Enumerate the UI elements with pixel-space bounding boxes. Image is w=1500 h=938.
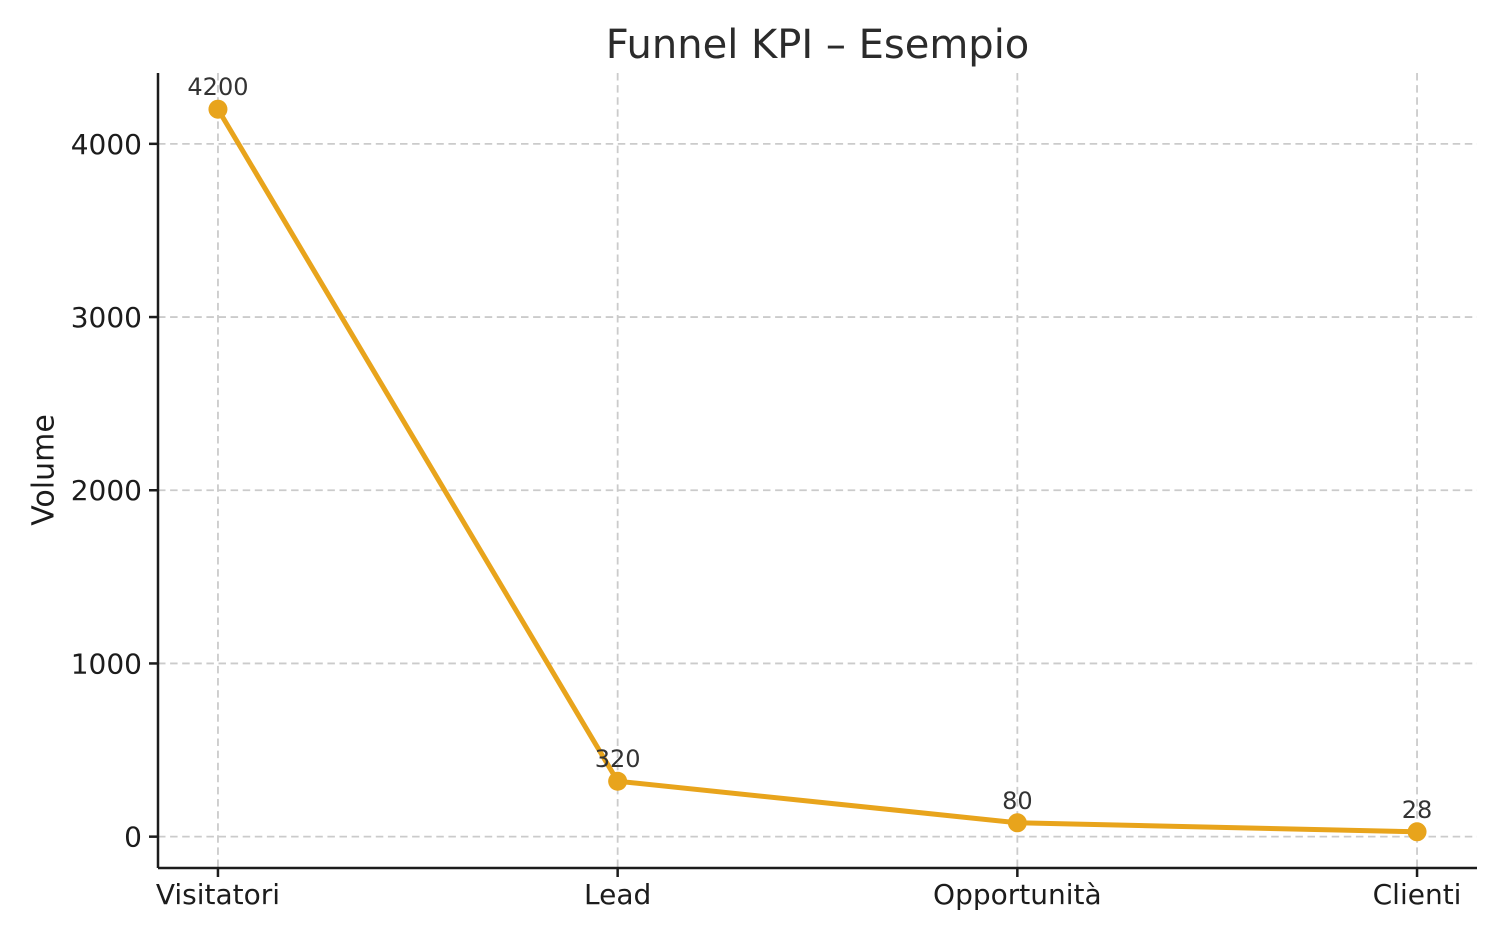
- data-point-marker: [208, 99, 228, 119]
- series-line: [215, 106, 1420, 835]
- y-tick-label: 3000: [71, 301, 142, 334]
- x-tick-label: Lead: [584, 878, 651, 911]
- data-point-marker: [1007, 813, 1027, 833]
- x-tick-label: Clienti: [1373, 878, 1462, 911]
- y-tick-label: 4000: [71, 128, 142, 161]
- y-tick-label: 0: [124, 821, 142, 854]
- y-tick-label: 2000: [71, 474, 142, 507]
- chart-title: Funnel KPI – Esempio: [605, 22, 1030, 68]
- data-point-label: 4200: [187, 73, 248, 101]
- data-point-marker: [608, 771, 628, 791]
- data-point-label: 320: [595, 745, 641, 773]
- x-tick-label: Opportunità: [933, 878, 1102, 911]
- data-point-marker: [1407, 822, 1427, 842]
- y-tick-label: 1000: [71, 647, 142, 680]
- data-point-label: 80: [1002, 787, 1033, 815]
- x-tick-label: Visitatori: [156, 878, 280, 911]
- data-point-label: 28: [1402, 796, 1433, 824]
